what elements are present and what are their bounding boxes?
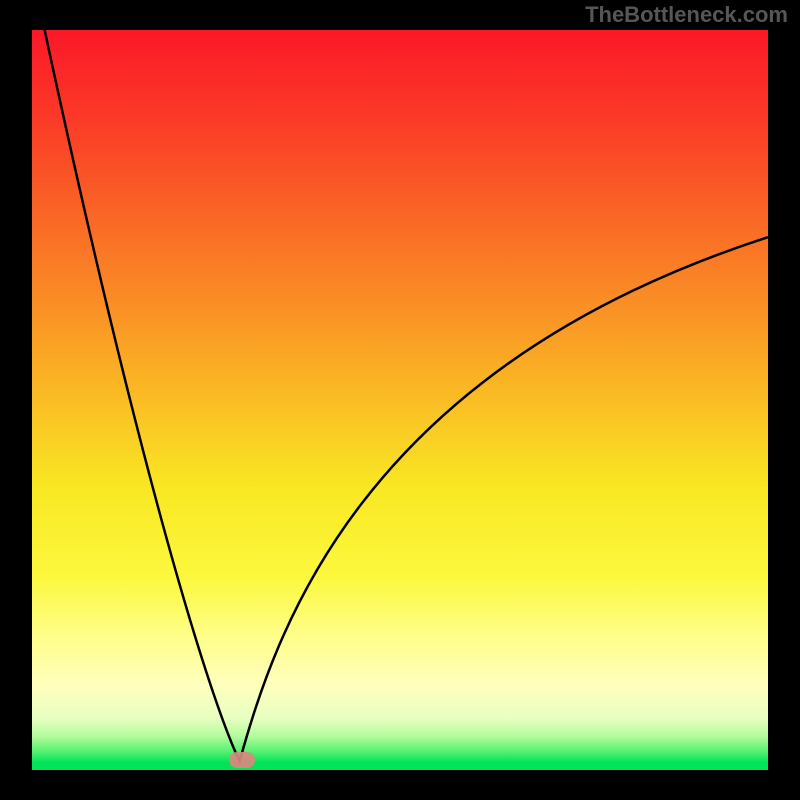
plot-area [32,30,768,770]
watermark-text: TheBottleneck.com [585,2,788,28]
gradient-background [32,30,768,770]
optimum-marker [229,752,255,768]
